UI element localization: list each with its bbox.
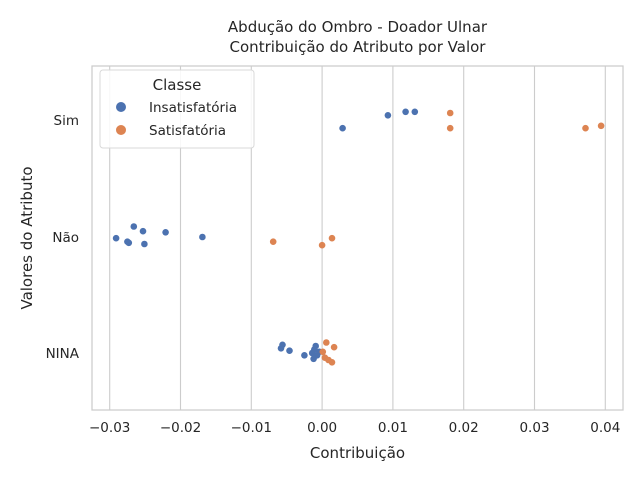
y-tick-labels: Sim Não NINA xyxy=(46,113,80,362)
data-point xyxy=(112,234,120,242)
x-axis-label: Contribuição xyxy=(310,444,405,462)
data-point xyxy=(446,109,454,117)
data-point xyxy=(130,223,138,230)
x-tick-label: −0.02 xyxy=(160,420,201,436)
data-point xyxy=(141,240,148,248)
data-point xyxy=(323,339,330,346)
data-point xyxy=(162,229,169,236)
data-point xyxy=(446,124,454,132)
data-point xyxy=(328,234,336,242)
data-point xyxy=(318,241,326,249)
x-tick-label: −0.03 xyxy=(89,420,130,436)
data-point xyxy=(411,108,419,116)
y-tick-label: Sim xyxy=(54,113,79,129)
legend: Classe Insatisfatória Satisfatória xyxy=(99,69,255,149)
data-point xyxy=(582,124,589,132)
x-tick-label: −0.01 xyxy=(231,420,272,436)
data-point xyxy=(402,108,409,116)
x-tick-labels: −0.03 −0.02 −0.01 0.00 0.01 0.02 0.03 0.04 xyxy=(89,420,620,436)
data-point xyxy=(279,341,286,349)
data-point xyxy=(286,347,293,355)
y-axis-label: Valores do Atributo xyxy=(18,166,36,309)
data-point xyxy=(339,124,346,132)
data-point xyxy=(597,122,605,130)
legend-title: Classe xyxy=(153,76,202,94)
data-point xyxy=(139,227,147,235)
data-point xyxy=(269,238,277,245)
chart-title-line1: Abdução do Ombro - Doador Ulnar xyxy=(228,18,488,36)
y-tick-label: NINA xyxy=(46,346,80,362)
x-tick-label: 0.03 xyxy=(519,420,549,436)
x-tick-label: 0.04 xyxy=(590,420,620,436)
data-point xyxy=(319,348,327,356)
data-point xyxy=(199,233,206,241)
data-point xyxy=(301,352,308,359)
y-tick-label: Não xyxy=(52,230,79,246)
legend-label-satisfatoria: Satisfatória xyxy=(149,123,226,139)
x-tick-label: 0.00 xyxy=(307,420,337,436)
data-point xyxy=(328,359,336,366)
data-point xyxy=(330,343,338,351)
legend-marker-insatisfatoria xyxy=(116,102,126,112)
data-point xyxy=(125,239,133,247)
x-tick-label: 0.02 xyxy=(449,420,479,436)
chart-title-line2: Contribuição do Atributo por Valor xyxy=(230,38,487,56)
data-point xyxy=(384,112,392,119)
legend-marker-satisfatoria xyxy=(116,125,126,135)
data-point xyxy=(312,342,320,350)
data-points xyxy=(112,108,605,366)
x-tick-label: 0.01 xyxy=(378,420,408,436)
legend-label-insatisfatoria: Insatisfatória xyxy=(149,100,237,116)
legend-box xyxy=(99,69,255,149)
